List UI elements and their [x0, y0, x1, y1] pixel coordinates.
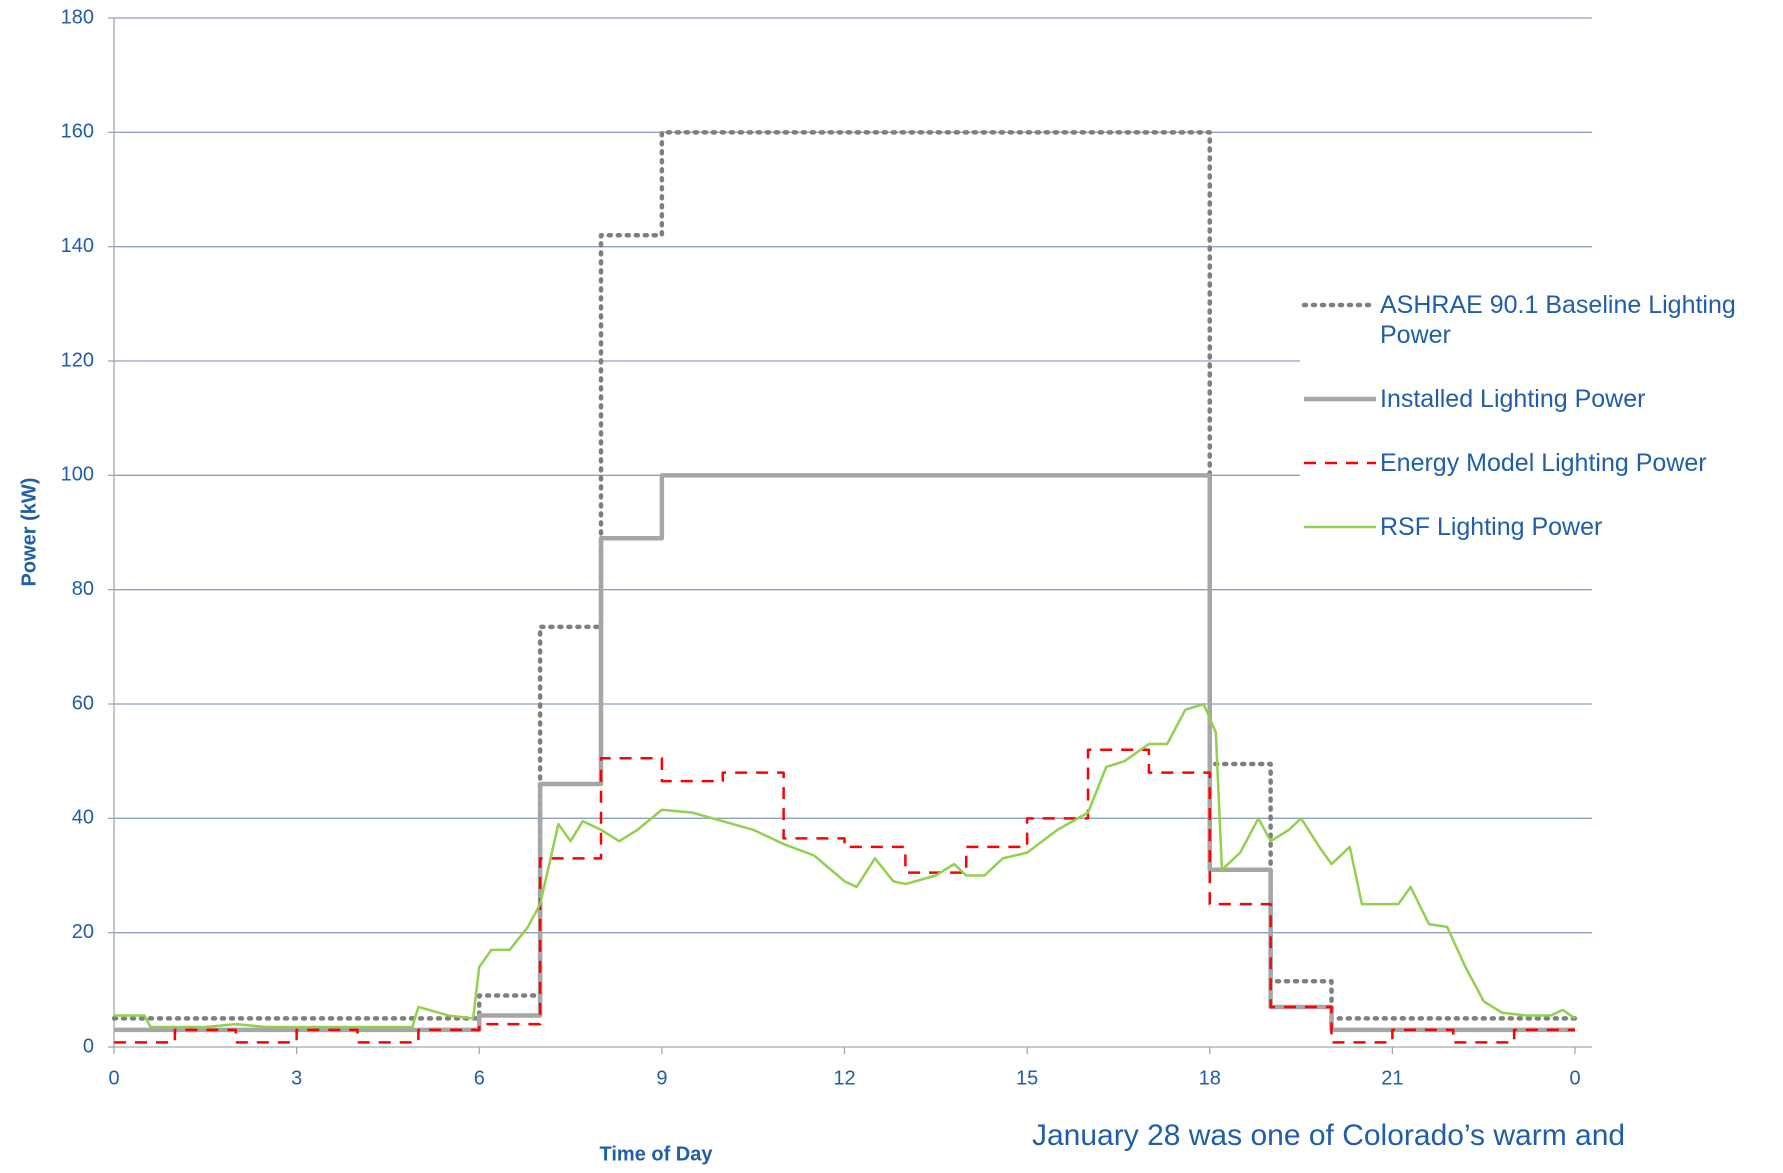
x-tick-label: 15 — [1016, 1067, 1038, 1089]
legend-item: Installed Lighting Power — [1300, 384, 1775, 414]
legend-label: ASHRAE 90.1 Baseline Lighting Power — [1380, 291, 1736, 349]
y-axis-label: Power (kW) — [18, 478, 40, 587]
y-tick-label: 80 — [72, 578, 94, 600]
legend-label: RSF Lighting Power — [1380, 513, 1603, 541]
legend: ASHRAE 90.1 Baseline Lighting Power Insta… — [1300, 280, 1775, 586]
x-tick-label: 21 — [1381, 1067, 1403, 1089]
x-tick-label: 0 — [1569, 1067, 1580, 1089]
y-tick-label: 120 — [61, 349, 94, 371]
y-tick-label: 60 — [72, 692, 94, 714]
legend-swatch — [1304, 525, 1376, 529]
x-tick-label: 6 — [474, 1067, 485, 1089]
y-tick-label: 180 — [61, 6, 94, 28]
legend-item: RSF Lighting Power — [1300, 512, 1775, 542]
legend-label: Installed Lighting Power — [1380, 385, 1646, 413]
y-tick-label: 140 — [61, 235, 94, 257]
legend-swatch — [1304, 396, 1376, 402]
y-tick-label: 160 — [61, 121, 94, 143]
legend-swatch — [1301, 302, 1379, 308]
y-tick-label: 100 — [61, 464, 94, 486]
x-tick-label: 12 — [833, 1067, 855, 1089]
series-line — [114, 473, 1575, 1033]
x-tick-label: 9 — [656, 1067, 667, 1089]
x-tick-label: 3 — [291, 1067, 302, 1089]
legend-swatch — [1304, 461, 1376, 465]
y-tick-label: 0 — [83, 1035, 94, 1057]
legend-label: Energy Model Lighting Power — [1380, 449, 1707, 477]
series-line — [114, 748, 1575, 1044]
legend-item: ASHRAE 90.1 Baseline Lighting Power — [1300, 290, 1775, 350]
x-tick-label: 0 — [108, 1067, 119, 1089]
legend-item: Energy Model Lighting Power — [1300, 448, 1775, 478]
x-tick-label: 18 — [1199, 1067, 1221, 1089]
y-tick-label: 20 — [72, 921, 94, 943]
x-axis-label: Time of Day — [600, 1143, 714, 1165]
series-line — [114, 702, 1576, 1029]
annotation: January 28 was one of Colorado’s warm an… — [1032, 1119, 1625, 1152]
y-tick-label: 40 — [72, 807, 94, 829]
